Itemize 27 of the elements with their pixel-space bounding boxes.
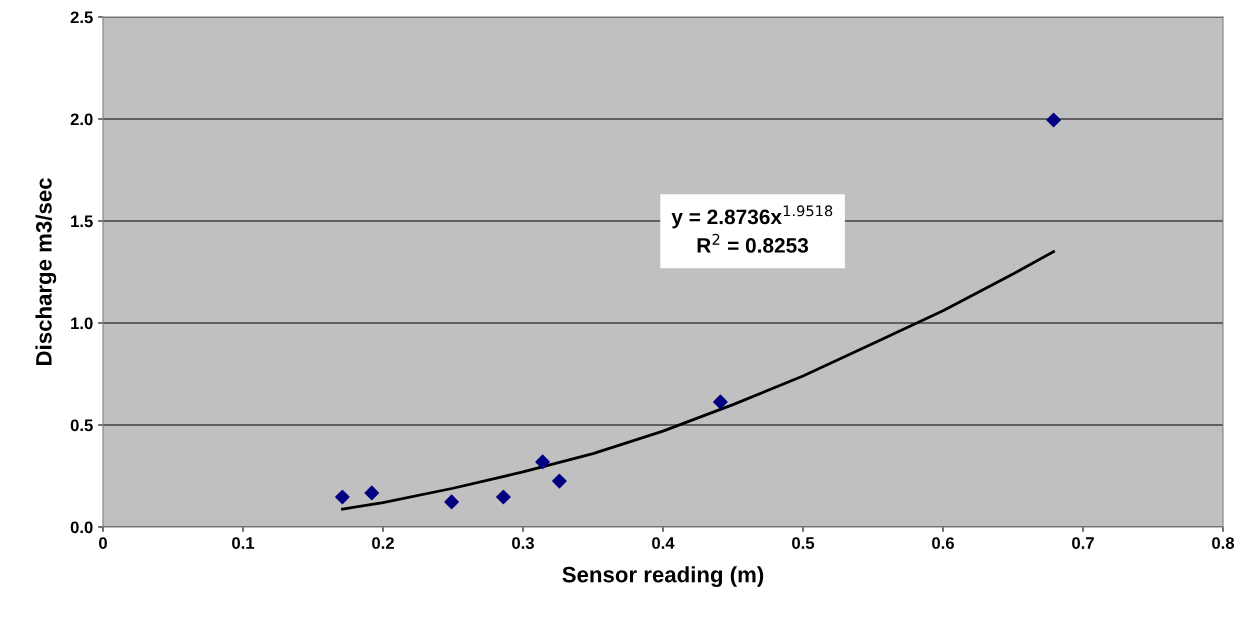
x-tick-label: 0.4 <box>652 537 675 549</box>
annotation: R$^{2}$ = 0.8253 <box>697 233 809 253</box>
x-tick-label: 0.3 <box>512 537 534 549</box>
x-axis-title: Sensor reading (m) <box>562 566 764 587</box>
y-tick-label: 2.5 <box>70 11 93 24</box>
x-tick-label: 0.7 <box>1072 537 1094 549</box>
point <box>444 494 459 510</box>
y-axis-title: Discharge m3/sec <box>35 178 57 366</box>
x-tick-label: 0.6 <box>932 537 954 549</box>
x-tick-label: 0.1 <box>232 537 255 549</box>
y-tick-label: 0.5 <box>70 419 93 432</box>
x-tick-label: 0.5 <box>792 537 815 549</box>
x-tick-label: 0.2 <box>372 537 394 549</box>
x-tick-label: 0.8 <box>1212 537 1235 549</box>
point <box>1046 112 1061 128</box>
point <box>552 473 567 489</box>
y-tick-label: 1.0 <box>71 317 93 330</box>
point <box>496 489 511 505</box>
point <box>535 454 550 470</box>
point <box>713 394 728 410</box>
point <box>335 489 350 505</box>
y-tick-label: 0.0 <box>70 521 93 534</box>
x-tick-label: 0 <box>99 537 107 549</box>
annotation: y = 2.8736x$^{1.9518}$ <box>671 205 833 229</box>
point <box>364 485 380 501</box>
y-tick-label: 1.5 <box>71 215 93 228</box>
y-tick-label: 2.0 <box>70 113 93 126</box>
